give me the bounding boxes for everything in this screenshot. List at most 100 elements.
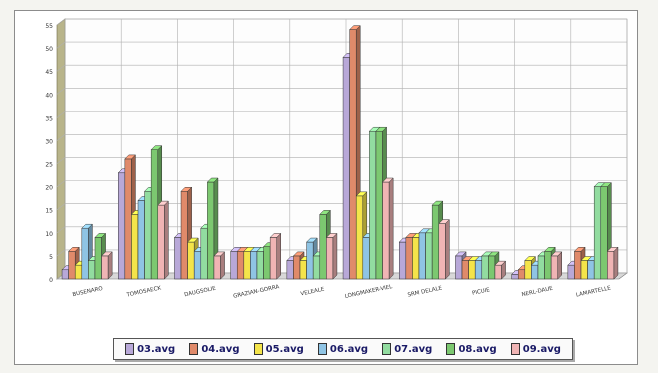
y-tick-label: 40 [45, 92, 53, 99]
bar-top [381, 177, 394, 183]
legend-swatch [125, 343, 135, 355]
bar-front [101, 255, 109, 280]
bar-top [325, 233, 338, 238]
legend-swatch [317, 343, 327, 355]
bar [438, 218, 450, 280]
bar-front [299, 260, 307, 280]
bar-front [425, 232, 433, 280]
bar-front [461, 260, 469, 280]
legend-item: 03.avg [125, 343, 175, 355]
bar-top [180, 187, 193, 192]
bar-top [543, 247, 556, 252]
legend-item: 07.avg [382, 343, 432, 355]
bar-front [349, 29, 357, 280]
bar-front [180, 191, 188, 280]
bar-top [68, 247, 80, 252]
y-tick-label: 0 [49, 277, 53, 284]
bar-top [573, 247, 586, 252]
bar-top [306, 237, 318, 243]
chart-frame: 0 5 10 15 20 25 30 35 40 45 50 55 BUSENARO TOMOSAECK D… [14, 10, 638, 365]
bar-front [382, 181, 390, 280]
bar-front [250, 251, 258, 280]
x-tick-label: LAMARTELLE [576, 285, 612, 298]
bar [100, 251, 113, 280]
legend-item: 09.avg [510, 343, 561, 355]
bar [606, 246, 619, 280]
bar-front [593, 186, 602, 280]
bar-front [61, 269, 69, 280]
bar-front [174, 237, 182, 280]
y-tick-label: 10 [45, 231, 53, 238]
x-tick-label: PICUIE [472, 287, 491, 297]
bar-top [494, 260, 507, 266]
bar-front [319, 214, 327, 280]
bar-front [137, 200, 145, 280]
bar-front [94, 237, 102, 280]
bar-top [600, 182, 612, 187]
bar-front [481, 255, 489, 280]
bar-side [388, 177, 394, 280]
bar-front [412, 237, 420, 280]
bar-front [269, 237, 277, 280]
legend-item: 06.avg [317, 343, 368, 355]
bar-front [187, 241, 195, 280]
bar-front [524, 260, 532, 280]
legend-swatch [253, 343, 263, 355]
y-tick-label: 15 [45, 208, 53, 215]
bar [157, 200, 169, 280]
bar-front [68, 251, 76, 280]
bar [213, 251, 226, 280]
bar [494, 260, 507, 280]
bar-front [607, 251, 615, 280]
x-tick-label: VELEALE [300, 286, 325, 297]
bar-top [375, 126, 388, 132]
bar-top [487, 251, 500, 257]
bar-top [349, 25, 361, 30]
x-tick-label: GRAZIAN-GORRA [233, 284, 280, 300]
bar-front [399, 241, 407, 280]
legend-item: 05.avg [253, 343, 304, 355]
chart-plot: 0 5 10 15 20 25 30 35 40 45 50 55 BUSENARO TOMOSAECK D… [45, 18, 628, 300]
bar-front [488, 255, 496, 280]
bar-front [342, 57, 350, 280]
legend: 03.avg 04.avg 05.avg 06.avg 07.avg 08.avg 09.a… [113, 338, 573, 360]
legend-item: 08.avg [446, 343, 497, 355]
bar-front [531, 264, 539, 280]
bar-top [81, 223, 93, 229]
bar-front [375, 130, 383, 280]
bar-top [213, 251, 226, 257]
bar-side [107, 251, 113, 280]
bar-front [580, 260, 588, 280]
bar-front [124, 158, 132, 280]
bar-front [207, 181, 215, 280]
legend-label: 08.avg [458, 343, 497, 355]
bar-top [206, 177, 219, 183]
bar-top [319, 210, 331, 215]
bar-front [213, 255, 221, 280]
legend-swatch [382, 343, 392, 355]
bar-top [606, 247, 619, 252]
bar-top [157, 200, 169, 206]
bar-side [445, 218, 450, 280]
x-tick-label: DAUGSOLIE [184, 286, 217, 299]
bar-front [293, 255, 301, 280]
bar-front [418, 232, 426, 280]
bar-front [193, 251, 202, 280]
bar-front [517, 269, 526, 280]
bar-front [306, 241, 314, 280]
y-tick-label: 5 [49, 254, 53, 261]
bar-top [454, 251, 467, 257]
bar-front [150, 149, 159, 280]
y-tick-label: 35 [45, 115, 53, 122]
bar [381, 177, 394, 280]
bar-front [81, 227, 89, 280]
bar-front [468, 260, 476, 280]
x-tick-label: SRM DELALE [407, 285, 443, 298]
bar-front [243, 251, 251, 280]
legend-item: 04.avg [189, 343, 239, 355]
bar-top [292, 251, 305, 257]
bar-front [455, 255, 463, 280]
bar-side [220, 251, 225, 280]
x-tick-label: LONGMAKER-VIEL [344, 284, 393, 300]
bar-top [524, 256, 537, 261]
